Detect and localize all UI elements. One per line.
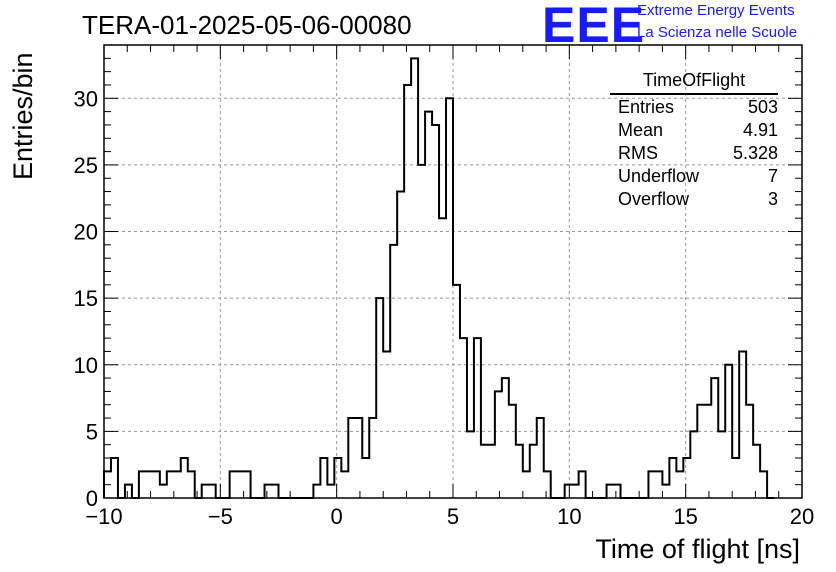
stats-label: Underflow [618, 166, 700, 186]
stats-value: 7 [767, 166, 778, 186]
logo-line-1: Extreme Energy Events [637, 2, 795, 19]
y-axis-label: Entries/bin [8, 52, 38, 180]
stats-value: 5.328 [732, 143, 778, 163]
stats-row-mean: Mean 4.91 [610, 119, 778, 142]
x-tick-label: −5 [208, 504, 233, 529]
y-tick-label: 5 [86, 419, 98, 444]
x-axis-label: Time of flight [ns] [595, 534, 800, 564]
stats-label: RMS [618, 143, 658, 163]
stats-label: Entries [618, 97, 675, 117]
y-tick-label: 10 [74, 353, 98, 378]
x-tick-label: −10 [85, 504, 122, 529]
stats-row-rms: RMS 5.328 [610, 142, 778, 165]
x-tick-label: 5 [447, 504, 459, 529]
stats-row-overflow: Overflow 3 [610, 188, 778, 211]
y-tick-label: 15 [74, 286, 98, 311]
y-tick-label: 25 [74, 153, 98, 178]
y-tick-label: 0 [86, 486, 98, 511]
y-tick-label: 20 [74, 220, 98, 245]
stats-label: Mean [618, 120, 664, 140]
stats-row-underflow: Underflow 7 [610, 165, 778, 188]
stats-value: 3 [767, 189, 778, 209]
eee-logo: EEE [542, 0, 646, 53]
histogram-series-timeofflight [103, 57, 775, 499]
x-tick-label: 20 [790, 504, 814, 529]
stats-value: 503 [747, 97, 778, 117]
x-tick-label: 0 [331, 504, 343, 529]
stats-title: TimeOfFlight [610, 70, 778, 95]
x-tick-label: 10 [557, 504, 581, 529]
y-tick-label: 30 [74, 86, 98, 111]
stats-row-entries: Entries 503 [610, 96, 778, 119]
stats-box: TimeOfFlight Entries 503 Mean 4.91 RMS 5… [610, 70, 778, 211]
stats-value: 4.91 [742, 120, 778, 140]
logo-line-2: La Scienza nelle Scuole [637, 24, 798, 41]
x-tick-label: 15 [673, 504, 697, 529]
run-title: TERA-01-2025-05-06-00080 [82, 10, 412, 40]
stats-label: Overflow [618, 189, 690, 209]
